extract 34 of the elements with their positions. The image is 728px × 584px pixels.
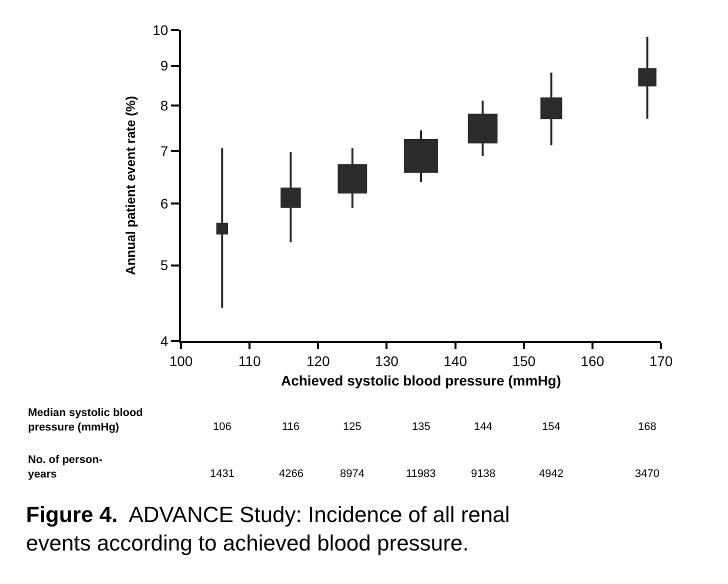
text: 1431 xyxy=(210,468,234,480)
y-tick-label: 7 xyxy=(160,142,168,159)
x-tick-label: 110 xyxy=(238,352,261,369)
text: 125 xyxy=(343,421,362,433)
x-tick-label: 100 xyxy=(169,352,193,369)
text: 9138 xyxy=(471,468,496,480)
text: 116 xyxy=(282,421,300,433)
text: 4942 xyxy=(539,468,564,480)
text: No. of person- years xyxy=(28,454,103,480)
text: 11983 xyxy=(406,468,436,480)
text: 3470 xyxy=(635,468,660,480)
y-tick-label: 10 xyxy=(152,22,168,38)
x-axis-title: Achieved systolic blood pressure (mmHg) xyxy=(280,372,562,389)
text: 4266 xyxy=(279,468,304,480)
y-tick-label: 6 xyxy=(160,195,168,212)
x-tick-label: 130 xyxy=(375,352,399,369)
text: 168 xyxy=(638,421,656,433)
text: Median systolic blood pressure (mmHg) xyxy=(28,407,143,434)
y-tick-label: 9 xyxy=(160,58,168,74)
text: 135 xyxy=(412,421,430,433)
y-axis-title: Annual patient event rate (%) xyxy=(123,96,138,276)
x-tick-label: 150 xyxy=(512,352,536,369)
text: 154 xyxy=(542,421,560,433)
text: 8974 xyxy=(340,468,364,480)
y-tick-label: 5 xyxy=(160,257,168,274)
text: 144 xyxy=(474,421,492,433)
x-tick-label: 170 xyxy=(649,352,673,369)
x-tick-label: 120 xyxy=(306,352,330,369)
y-tick-label: 8 xyxy=(160,98,168,114)
text: 106 xyxy=(213,421,232,433)
x-tick-label: 160 xyxy=(580,352,604,369)
x-tick-label: 140 xyxy=(444,352,468,369)
text: Figure 4. ADVANCE Study: Incidence of all renal events according to achieved blood pressure. xyxy=(26,502,510,556)
y-tick-label: 4 xyxy=(160,332,168,349)
